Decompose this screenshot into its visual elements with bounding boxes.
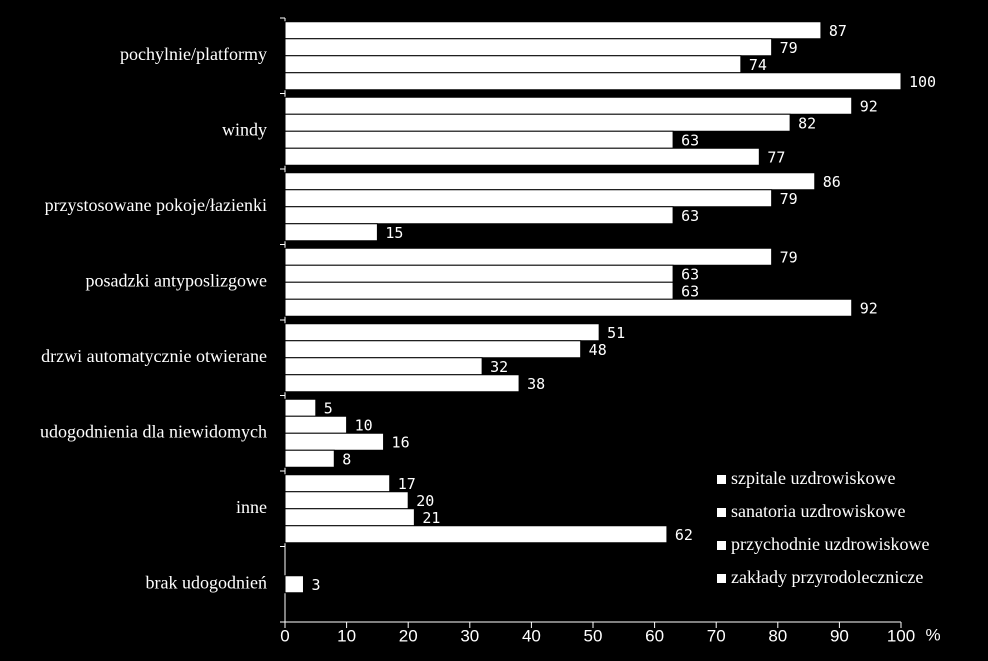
x-axis-label: % [925, 625, 940, 644]
y-tick-label: brak udogodnień [146, 572, 267, 592]
data-label: 74 [749, 56, 767, 74]
bar [284, 415, 348, 434]
x-tick-label: 80 [768, 626, 787, 645]
data-label: 16 [392, 433, 410, 451]
data-label: 79 [780, 248, 798, 266]
data-label: 82 [798, 114, 816, 132]
x-tick-label: 100 [887, 626, 915, 645]
bar [284, 374, 520, 393]
y-tick-label: pochylnie/platformy [120, 44, 267, 64]
data-label: 10 [355, 416, 373, 434]
legend-label: przychodnie uzdrowiskowe [731, 534, 929, 554]
x-tick-label: 70 [707, 626, 726, 645]
data-label: 79 [780, 39, 798, 57]
x-tick-label: 10 [337, 626, 356, 645]
bar [284, 432, 385, 451]
bar [284, 247, 773, 266]
bar [284, 21, 822, 40]
x-tick-label: 30 [460, 626, 479, 645]
data-label: 62 [675, 526, 693, 544]
bar [284, 264, 674, 283]
bar [284, 491, 409, 510]
data-label: 79 [780, 190, 798, 208]
bar [284, 38, 773, 57]
data-label: 5 [324, 399, 333, 417]
legend-label: sanatoria uzdrowiskowe [731, 501, 905, 521]
data-label: 86 [823, 173, 841, 191]
bar [284, 357, 483, 376]
y-tick-label: udogodnienia dla niewidomych [40, 421, 267, 441]
bar [284, 55, 742, 74]
bar [284, 223, 378, 242]
bar [284, 323, 600, 342]
data-label: 63 [681, 282, 699, 300]
bar [284, 172, 816, 191]
legend-label: zakłady przyrodolecznicze [731, 567, 923, 587]
data-label: 92 [860, 299, 878, 317]
bar [284, 298, 853, 317]
bar [284, 96, 853, 115]
data-label: 63 [681, 207, 699, 225]
y-tick-label: posadzki antyposlizgowe [86, 270, 267, 290]
x-tick-label: 90 [830, 626, 849, 645]
x-tick-label: 40 [522, 626, 541, 645]
y-tick-label: drzwi automatycznie otwierane [41, 346, 267, 366]
x-tick-label: 20 [399, 626, 418, 645]
bar [284, 575, 304, 594]
data-label: 20 [416, 492, 434, 510]
x-tick-label: 50 [584, 626, 603, 645]
y-tick-label: przystosowane pokoje/łazienki [45, 195, 267, 215]
bar [284, 72, 902, 91]
data-label: 77 [767, 148, 785, 166]
data-label: 15 [385, 224, 403, 242]
bar [284, 281, 674, 300]
bar [284, 508, 415, 527]
x-tick-label: 60 [645, 626, 664, 645]
data-label: 8 [342, 450, 351, 468]
data-label: 63 [681, 265, 699, 283]
data-label: 100 [909, 73, 936, 91]
data-label: 87 [829, 22, 847, 40]
bar [284, 189, 773, 208]
y-tick-label: inne [236, 497, 267, 517]
legend-swatch [717, 475, 726, 484]
data-label: 51 [607, 324, 625, 342]
bar [284, 525, 668, 544]
bar [284, 340, 582, 359]
legend-swatch [717, 574, 726, 583]
data-label: 38 [527, 375, 545, 393]
bar [284, 398, 317, 417]
legend-swatch [717, 541, 726, 550]
data-label: 92 [860, 97, 878, 115]
data-label: 63 [681, 131, 699, 149]
bar [284, 113, 791, 132]
data-label: 32 [490, 358, 508, 376]
y-tick-label: windy [222, 119, 267, 139]
bar [284, 147, 760, 166]
data-label: 48 [589, 341, 607, 359]
legend-swatch [717, 508, 726, 517]
legend-label: szpitale uzdrowiskowe [731, 468, 895, 488]
x-tick-label: 0 [280, 626, 289, 645]
bar [284, 474, 391, 493]
data-label: 17 [398, 475, 416, 493]
bar [284, 130, 674, 149]
data-label: 21 [422, 509, 440, 527]
bar [284, 449, 335, 468]
data-label: 3 [311, 576, 320, 594]
bar [284, 206, 674, 225]
